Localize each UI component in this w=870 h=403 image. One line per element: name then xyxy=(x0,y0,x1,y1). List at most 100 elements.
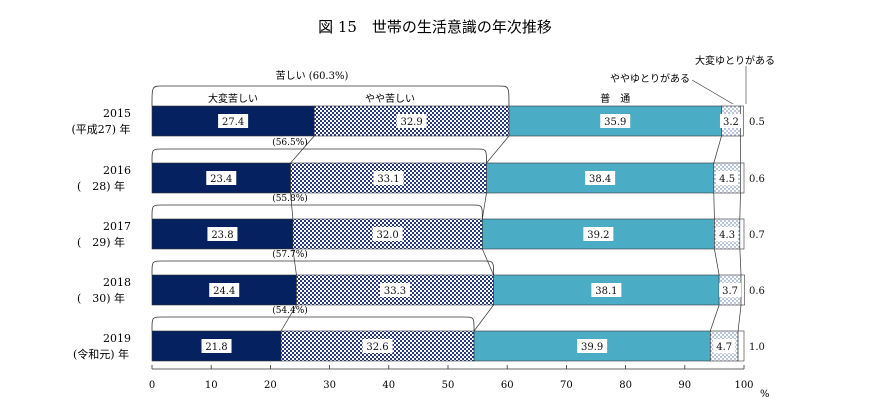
x-tick-label: 20 xyxy=(264,380,277,391)
brace-difficult xyxy=(151,148,487,164)
value-label: 33.1 xyxy=(377,174,399,185)
row-label-era: (平成27) 年 xyxy=(71,122,130,136)
legend-label: 大変苦しい xyxy=(208,92,258,105)
difficult-total: (55.8%) xyxy=(272,193,308,204)
difficult-total: (57.7%) xyxy=(272,249,308,260)
value-label: 32.6 xyxy=(366,342,388,353)
connector-line xyxy=(290,135,315,164)
value-label-box xyxy=(577,339,608,353)
value-label: 39.9 xyxy=(581,342,603,353)
value-label-box xyxy=(380,283,411,297)
connector-line xyxy=(714,248,720,276)
value-label-box xyxy=(206,171,237,185)
difficult-total: (56.5%) xyxy=(272,137,308,148)
connector-line xyxy=(486,135,510,164)
value-label: 32.0 xyxy=(376,230,398,241)
value-label-box xyxy=(600,114,631,128)
difficult-total-label: 苦しい (60.3%) xyxy=(276,69,349,82)
connector-line xyxy=(473,304,494,332)
value-label: 39.2 xyxy=(587,230,609,241)
value-label-box xyxy=(396,114,427,128)
x-tick-label: 100 xyxy=(734,380,753,391)
value-label-outside: 0.6 xyxy=(749,286,765,297)
connector-line xyxy=(292,248,297,276)
value-label-box xyxy=(209,283,240,297)
row-label-year: 2019 xyxy=(103,332,131,345)
row-label-year: 2017 xyxy=(103,220,131,233)
bar-2018-s5 xyxy=(740,274,745,306)
value-label: 3.2 xyxy=(723,117,739,128)
value-label-box xyxy=(716,227,739,241)
value-label: 4.7 xyxy=(716,342,732,353)
x-tick-label: 40 xyxy=(382,380,395,391)
value-label: 24.4 xyxy=(213,286,235,297)
value-label: 32.9 xyxy=(400,117,422,128)
connector-line xyxy=(739,248,742,276)
value-label: 23.4 xyxy=(210,174,232,185)
connector-line xyxy=(482,248,494,276)
bar-2016-s5 xyxy=(740,162,745,194)
chart-title: 図 15 世帯の生活意識の年次推移 xyxy=(318,18,552,36)
bar-2017-s5 xyxy=(739,218,745,250)
value-label-box xyxy=(372,227,403,241)
value-label: 35.9 xyxy=(604,117,626,128)
brace-difficult xyxy=(151,316,475,332)
value-label-box xyxy=(591,283,622,297)
value-label: 4.5 xyxy=(719,174,735,185)
row-label-era: (令和元) 年 xyxy=(73,347,129,361)
value-label: 23.8 xyxy=(211,230,233,241)
x-tick-label: 10 xyxy=(205,380,218,391)
value-label-box xyxy=(362,339,393,353)
legend-label: やや苦しい xyxy=(365,92,415,105)
row-label-year: 2016 xyxy=(103,164,131,177)
x-tick-label: 80 xyxy=(619,380,632,391)
unit-label: % xyxy=(760,389,770,400)
legend-label: ややゆとりがある xyxy=(610,72,690,85)
row-label-era: ( 29) 年 xyxy=(77,235,125,249)
legend-label: 普 通 xyxy=(600,92,630,105)
value-label-outside: 0.6 xyxy=(749,174,765,185)
value-label-outside: 0.7 xyxy=(749,230,765,241)
value-label-box xyxy=(201,339,232,353)
value-label-box xyxy=(373,171,404,185)
value-label: 33.3 xyxy=(384,286,406,297)
brace-difficult xyxy=(151,85,510,107)
x-tick-label: 30 xyxy=(323,380,336,391)
x-tick-label: 70 xyxy=(560,380,573,391)
labels-layer: 27.4 32.9 35.9 3.2 0.5 2015 (平成27) 年 23.4 33.1 38… xyxy=(71,54,775,361)
value-label: 38.1 xyxy=(595,286,617,297)
connector-line xyxy=(713,135,722,164)
connector-line xyxy=(737,304,742,332)
value-label-box xyxy=(716,171,739,185)
x-axis: 0 10 20 30 40 50 60 70 80 90 100 xyxy=(149,365,754,391)
value-label-box xyxy=(207,227,238,241)
row-label-year: 2018 xyxy=(103,276,131,289)
row-label-year: 2015 xyxy=(103,107,131,120)
value-label: 27.4 xyxy=(222,117,244,128)
bar-2019-s5 xyxy=(737,330,745,362)
legend-leader xyxy=(691,79,734,105)
value-label-outside: 0.5 xyxy=(749,117,765,128)
value-label: 21.8 xyxy=(205,342,227,353)
x-tick-label: 0 xyxy=(149,380,155,391)
bar-2016-s3 xyxy=(486,162,715,194)
value-label: 4.3 xyxy=(719,230,735,241)
value-label-box xyxy=(719,283,742,297)
x-tick-label: 90 xyxy=(678,380,691,391)
connector-line xyxy=(739,192,741,220)
connector-line xyxy=(290,192,294,220)
connector-line xyxy=(481,192,487,220)
legend-label: 大変ゆとりがある xyxy=(695,54,775,67)
value-label-outside: 1.0 xyxy=(749,342,765,353)
value-label-box xyxy=(713,339,736,353)
value-label-box xyxy=(719,114,742,128)
x-tick-label: 60 xyxy=(501,380,514,391)
value-label-box xyxy=(583,227,614,241)
row-label-era: ( 28) 年 xyxy=(77,179,125,193)
difficult-total: (54.4%) xyxy=(272,305,308,316)
brace-difficult xyxy=(151,260,494,276)
bar-2019-s2 xyxy=(280,330,475,362)
row-label-era: ( 30) 年 xyxy=(77,291,125,305)
bars-layer xyxy=(151,105,745,362)
